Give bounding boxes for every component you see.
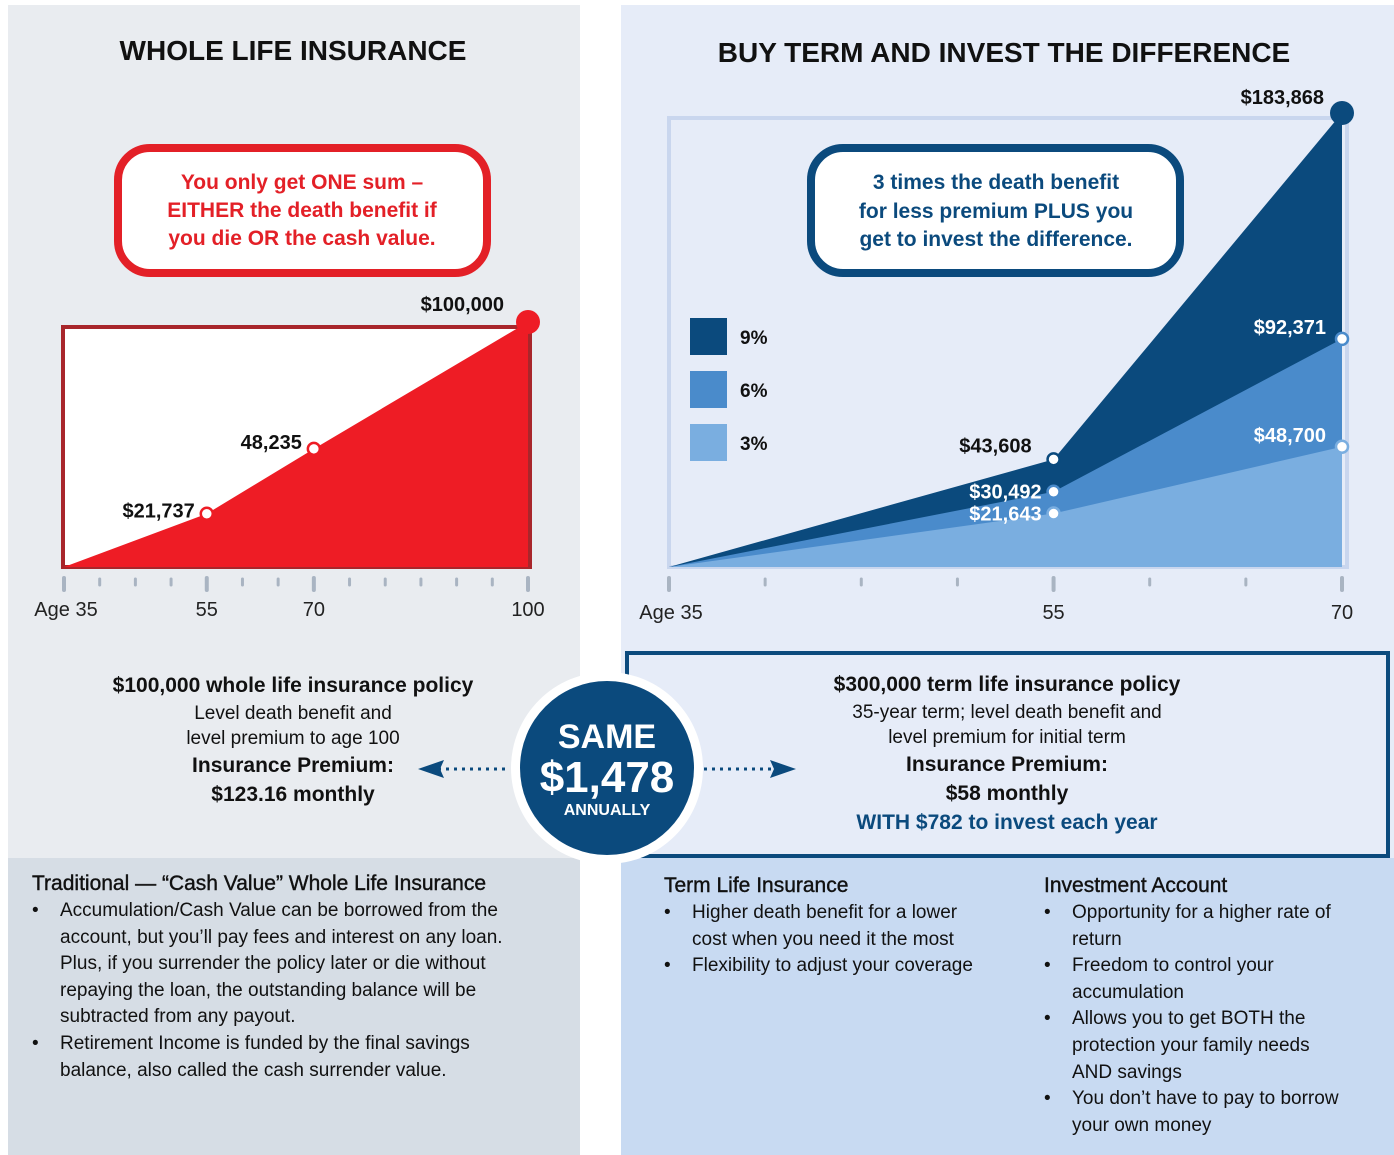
text-block: Traditional — “Cash Value” Whole Life In… [32,872,562,1084]
bullet: You don’t have to pay to borrow your own… [1044,1086,1352,1139]
premium: $58 monthly [946,782,1069,805]
value-label: $21,643 [969,504,1041,526]
point [199,506,215,521]
callout-text: 3 times the death benefit [873,171,1119,194]
invest-note: WITH $782 to invest each year [856,811,1157,834]
point [1046,484,1061,499]
policy-line: level premium to age 100 [186,728,399,749]
badge-text: ANNUALLY [564,802,651,819]
bullet: Higher death benefit for a lower cost wh… [664,900,988,953]
callout-text: get to invest the difference. [859,228,1132,251]
value-label: 48,235 [241,432,302,454]
point [1334,331,1350,347]
bullet-list: Accumulation/Cash Value can be borrowed … [32,898,540,1084]
x-tick-label: 70 [303,599,325,621]
legend-label: 9% [740,328,768,349]
point [1046,452,1061,467]
bullet: Flexibility to adjust your coverage [664,953,988,980]
callout-text: You only get ONE sum – [181,171,424,194]
arrow-head [770,760,796,778]
value-label: $100,000 [421,294,504,316]
premium-label: Insurance Premium: [906,753,1108,776]
bullet-list: Opportunity for a higher rate of returnF… [1044,900,1352,1139]
x-tick-label: Age 35 [34,599,97,621]
value-label: $21,737 [122,501,194,523]
policy-title: $100,000 whole life insurance policy [113,674,474,697]
legend-label: 3% [740,434,768,455]
policy-line: level premium for initial term [888,727,1126,748]
callout-text: you die OR the cash value. [168,227,435,250]
bullet: Accumulation/Cash Value can be borrowed … [32,898,540,1031]
text-block: Investment Account Opportunity for a hig… [1044,874,1374,1139]
legend-swatch [690,424,727,461]
heading: Traditional — “Cash Value” Whole Life In… [32,872,487,895]
bullet: Retirement Income is funded by the final… [32,1031,540,1084]
arrow-head [418,760,444,778]
x-tick-label: 100 [511,599,544,621]
heading: Term Life Insurance [664,874,849,897]
bullet: Opportunity for a higher rate of return [1044,900,1352,953]
section-title: BUY TERM AND INVEST THE DIFFERENCE [718,37,1290,68]
point [1334,439,1350,455]
badge-text: SAME [558,718,656,756]
value-label: $183,868 [1241,87,1324,109]
callout-text: for less premium PLUS you [859,200,1133,223]
premium-label: Insurance Premium: [192,754,394,777]
badge-amount: $1,478 [540,753,675,802]
area [64,322,528,567]
value-label: $43,608 [959,435,1031,457]
bullet: Allows you to get BOTH the protection yo… [1044,1006,1352,1086]
heading: Investment Account [1044,874,1228,897]
x-tick-label: 55 [196,599,218,621]
policy-title: $300,000 term life insurance policy [834,673,1181,696]
section-title: WHOLE LIFE INSURANCE [120,35,467,66]
value-label: $92,371 [1254,317,1326,339]
bullet-list: Higher death benefit for a lower cost wh… [664,900,988,980]
legend-swatch [690,371,727,408]
policy-line: Level death benefit and [194,703,392,724]
value-label: $48,700 [1254,425,1326,447]
bullet: Freedom to control your accumulation [1044,953,1352,1006]
legend-label: 6% [740,381,768,402]
callout-text: EITHER the death benefit if [167,199,438,222]
legend-swatch [690,318,727,355]
x-tick-label: 55 [1042,602,1064,624]
premium: $123.16 monthly [211,783,375,806]
end-point [1330,101,1354,125]
end-point [516,310,540,334]
area [669,446,1342,567]
point [1046,506,1061,521]
badge [520,681,694,855]
text-block: Term Life Insurance Higher death benefit… [664,874,994,980]
value-label: $30,492 [969,482,1041,504]
point [306,441,322,457]
callout-box [807,144,1184,277]
callout-box [114,144,491,277]
policy-line: 35-year term; level death benefit and [852,702,1161,723]
x-tick-label: 70 [1331,602,1353,624]
x-tick-label: Age 35 [639,602,702,624]
